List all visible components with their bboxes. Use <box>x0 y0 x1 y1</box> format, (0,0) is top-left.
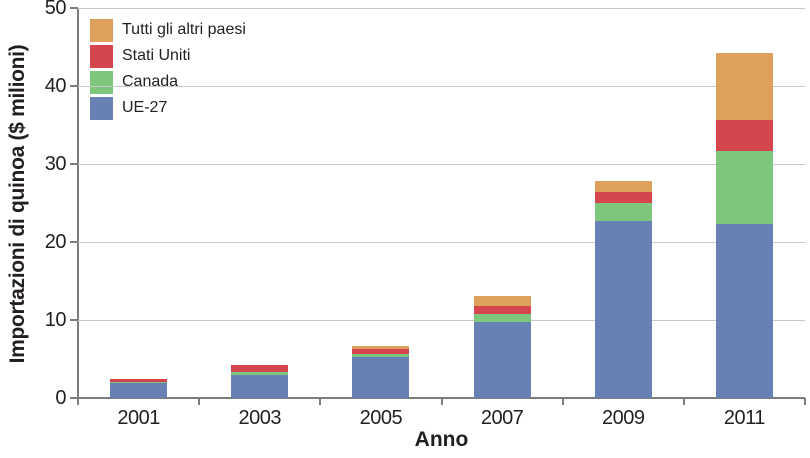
y-axis-line <box>77 8 79 399</box>
y-tick-20 <box>70 241 78 243</box>
bar-segment-2007-ue-27 <box>473 321 531 398</box>
x-tick-label-2009: 2009 <box>602 407 645 429</box>
bar-segment-2011-ue-27 <box>715 224 773 398</box>
bar-segment-2007-canada <box>473 313 531 322</box>
gridline-y40 <box>78 85 805 87</box>
y-tick-label-50: 50 <box>44 0 67 19</box>
gridline-y30 <box>78 163 805 165</box>
bar-segment-2011-tutti-gli-altri-paesi <box>715 52 773 121</box>
bar-segment-2003-stati-uniti <box>231 364 289 372</box>
legend-label: Canada <box>122 73 179 90</box>
y-tick-label-0: 0 <box>55 387 66 409</box>
bar-segment-2003-canada <box>231 371 289 375</box>
legend-item-canada: Canada <box>90 69 246 95</box>
y-tick-label-20: 20 <box>44 231 67 253</box>
legend-swatch-icon <box>90 70 113 94</box>
legend-item-ue-27: UE-27 <box>90 95 246 121</box>
y-tick-50 <box>70 7 78 9</box>
x-tick-0 <box>77 398 79 405</box>
x-tick-1 <box>198 398 201 405</box>
bar-segment-2001-stati-uniti <box>110 378 168 382</box>
y-tick-10 <box>70 319 78 321</box>
x-tick-label-2007: 2007 <box>480 407 524 429</box>
gridline-y20 <box>78 241 805 243</box>
bar-segment-2005-tutti-gli-altri-paesi <box>352 345 410 349</box>
x-tick-label-2005: 2005 <box>359 407 403 429</box>
legend-swatch-icon <box>90 44 113 68</box>
legend-item-tutti-gli-altri-paesi: Tutti gli altri paesi <box>90 17 246 43</box>
y-tick-label-40: 40 <box>44 75 67 97</box>
bar-segment-2005-stati-uniti <box>352 348 410 354</box>
y-tick-30 <box>70 163 78 165</box>
legend-swatch-icon <box>90 18 113 42</box>
x-tick-4 <box>561 398 564 405</box>
bar-segment-2005-canada <box>352 353 410 357</box>
gridline-y50 <box>78 7 805 9</box>
bar-segment-2009-ue-27 <box>594 220 652 398</box>
legend: Tutti gli altri paesi Stati Uniti Canada UE… <box>90 17 246 121</box>
x-tick-2 <box>319 398 322 405</box>
x-tick-3 <box>440 398 443 405</box>
x-tick-5 <box>682 398 685 405</box>
bar-segment-2011-stati-uniti <box>715 120 773 151</box>
bar-segment-2009-canada <box>594 203 652 221</box>
y-tick-0 <box>70 397 78 399</box>
legend-label: Stati Uniti <box>122 47 191 64</box>
bar-segment-2011-canada <box>715 150 773 224</box>
legend-item-stati-uniti: Stati Uniti <box>90 43 246 69</box>
x-axis-line <box>70 397 805 399</box>
x-tick-label-2003: 2003 <box>238 407 282 429</box>
bar-segment-2009-stati-uniti <box>594 192 652 203</box>
y-tick-40 <box>70 85 78 87</box>
x-tick-6 <box>804 398 806 405</box>
gridline-y10 <box>78 319 805 321</box>
legend-label: Tutti gli altri paesi <box>122 21 246 38</box>
x-tick-label-2011: 2011 <box>723 407 766 429</box>
bar-segment-2007-tutti-gli-altri-paesi <box>473 295 531 306</box>
y-tick-label-10: 10 <box>44 309 67 331</box>
bar-segment-2009-tutti-gli-altri-paesi <box>594 181 652 193</box>
legend-swatch-icon <box>90 96 113 120</box>
x-axis-title: Anno <box>414 428 469 451</box>
bar-segment-2007-stati-uniti <box>473 306 531 314</box>
bar-segment-2001-canada <box>110 381 168 383</box>
bar-segment-2001-ue-27 <box>110 382 168 398</box>
bar-segment-2003-ue-27 <box>231 374 289 398</box>
bar-segment-2005-ue-27 <box>352 356 410 398</box>
y-tick-label-30: 30 <box>44 153 67 175</box>
x-tick-label-2001: 2001 <box>117 407 160 429</box>
legend-label: UE-27 <box>122 99 168 116</box>
